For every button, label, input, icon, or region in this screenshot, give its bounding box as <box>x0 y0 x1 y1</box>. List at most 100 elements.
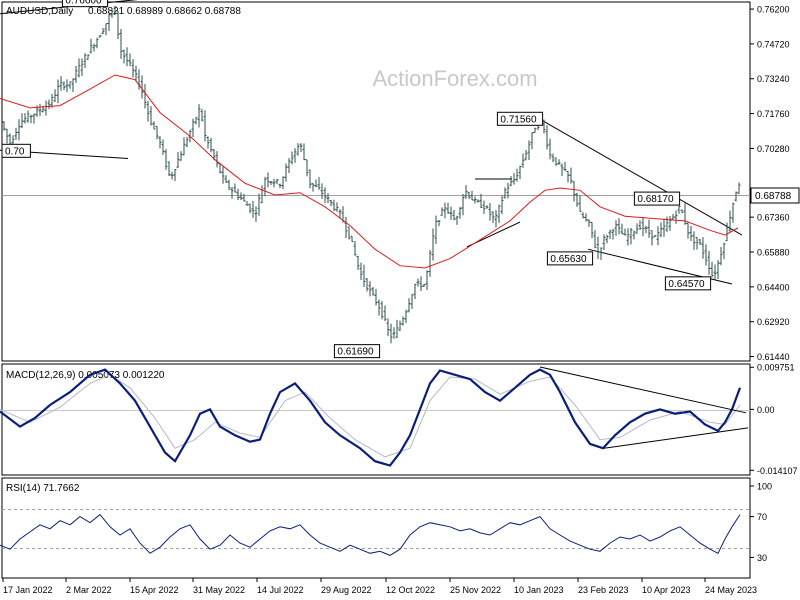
ohlc-bar <box>545 125 549 150</box>
ohlc-bar <box>362 264 366 287</box>
x-tick-label: 14 Jul 2022 <box>257 585 304 595</box>
ohlc-bar <box>647 219 651 238</box>
price-title: AUDUSD,Daily <box>6 6 73 17</box>
ohlc-bar <box>506 182 510 199</box>
ohlc-bar <box>275 178 279 185</box>
x-tick-label: 29 Aug 2022 <box>321 585 372 595</box>
ohlc-bar <box>32 113 36 124</box>
ohlc-bar <box>89 38 93 54</box>
ohlc-bar <box>671 213 675 220</box>
x-tick-label: 12 Oct 2022 <box>386 585 435 595</box>
ohlc-bar <box>266 172 270 188</box>
ohlc-bar <box>737 182 741 194</box>
ohlc-bar <box>707 250 711 275</box>
ohlc-bar <box>335 202 339 212</box>
ohlc-bar <box>650 230 654 246</box>
ohlc-bar <box>323 187 327 204</box>
ohlc-bar <box>278 183 282 189</box>
ohlc-bar <box>389 323 393 344</box>
ohlc-bar <box>440 207 444 216</box>
ohlc-bar <box>479 193 483 208</box>
ohlc-bar <box>116 10 120 40</box>
ohlc-bar <box>173 169 177 181</box>
date-x-axis: 17 Jan 2022 2 Mar 2022 15 Apr 2022 31 May 2… <box>2 578 757 595</box>
ohlc-bar <box>467 191 471 199</box>
ohlc-bar <box>347 226 351 240</box>
ohlc-bar <box>26 110 30 123</box>
ohlc-bar <box>386 318 390 337</box>
ohlc-bar <box>287 158 291 173</box>
ohlc-bar <box>482 200 486 214</box>
x-tick-label: 15 Apr 2022 <box>130 585 179 595</box>
ohlc-bar <box>569 167 573 184</box>
ohlc-bar <box>320 183 324 200</box>
ohlc-bar <box>464 185 468 200</box>
ohlc-bar <box>209 137 213 153</box>
ohlc-bar <box>92 43 96 52</box>
macd-panel-frame <box>1 363 751 476</box>
price-tick-label: 0.62920 <box>757 317 790 327</box>
ohlc-bar <box>437 220 441 227</box>
price-level-label: 0.65630 <box>546 251 594 266</box>
ohlc-bar <box>713 264 717 280</box>
ohlc-bar <box>680 209 684 213</box>
macd-title: MACD(12,26,9) 0.005073 0.001220 <box>6 370 165 381</box>
macd-trendline <box>603 427 749 449</box>
ohlc-bar <box>284 163 288 182</box>
ohlc-bar <box>131 59 135 78</box>
ohlc-bar <box>371 286 375 296</box>
ohlc-bar <box>716 260 720 280</box>
ohlc-bar <box>500 195 504 215</box>
ohlc-bar <box>11 135 15 145</box>
ohlc-bar <box>191 118 195 137</box>
ohlc-bar <box>383 305 387 322</box>
ohlc-bar <box>353 241 357 256</box>
ohlc-bar <box>689 225 693 241</box>
ohlc-bar <box>122 49 126 64</box>
ohlc-bar <box>419 276 423 291</box>
ohlc-bar <box>527 140 531 161</box>
ohlc-bar <box>656 226 660 246</box>
ohlc-bar <box>257 193 261 216</box>
price-panel-frame <box>1 1 751 362</box>
ohlc-bar <box>428 249 432 277</box>
ohlc-bar <box>251 200 255 218</box>
ohlc-bar <box>377 299 381 316</box>
price-level-label: 0.70 <box>1 143 31 158</box>
price-candles <box>2 6 741 344</box>
ohlc-bar <box>449 206 453 220</box>
ohlc-bar <box>179 151 183 161</box>
ohlc-bar <box>602 234 606 250</box>
ohlc-bar <box>125 47 129 67</box>
ohlc-bar <box>425 270 429 291</box>
ohlc-bar <box>614 220 618 236</box>
x-tick-label: 25 Nov 2022 <box>450 585 501 595</box>
ohlc-bar <box>581 212 585 219</box>
ohlc-bar <box>446 202 450 214</box>
ohlc-bar <box>233 183 237 193</box>
ohlc-bar <box>719 247 723 266</box>
x-tick-label: 17 Jan 2022 <box>3 585 53 595</box>
ohlc-bar <box>731 202 735 223</box>
ohlc-bar <box>119 28 123 59</box>
ohlc-bar <box>458 206 462 219</box>
ohlc-bar <box>452 209 456 221</box>
ohlc-bar <box>23 113 27 124</box>
ohlc-bar <box>200 108 204 122</box>
ohlc-bar <box>239 192 243 201</box>
ohlc-bar <box>692 231 696 250</box>
ohlc-bar <box>497 204 501 224</box>
price-level-label: 0.76600 <box>61 0 109 8</box>
ohlc-bar <box>68 81 72 89</box>
macd-y-axis: 0.009751 0.00 -0.014107 <box>750 363 798 476</box>
ohlc-bar <box>65 79 69 93</box>
ohlc-bar <box>128 53 132 67</box>
ohlc-bar <box>455 215 459 225</box>
ohlc-bar <box>590 222 594 239</box>
ohlc-bar <box>476 199 480 203</box>
ohlc-bar <box>83 53 87 69</box>
ohlc-bar <box>608 229 612 240</box>
ohlc-bar <box>20 113 24 128</box>
ohlc-bar <box>350 235 354 243</box>
